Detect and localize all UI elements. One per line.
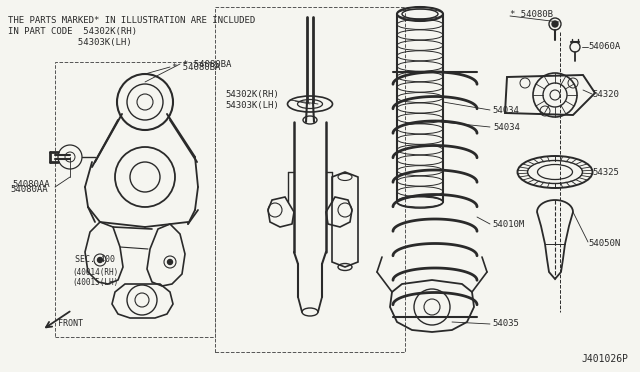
Text: 54080AA: 54080AA — [12, 180, 50, 189]
Text: 54010M: 54010M — [492, 219, 524, 228]
Text: 54034: 54034 — [493, 122, 520, 131]
Text: 54302K(RH): 54302K(RH) — [225, 90, 279, 99]
Text: 54080AA: 54080AA — [10, 185, 47, 193]
Text: 54303K(LH): 54303K(LH) — [8, 38, 132, 47]
Bar — [55, 62, 215, 337]
Text: * 54080BA: * 54080BA — [172, 62, 220, 71]
Circle shape — [552, 21, 558, 27]
Text: (40014(RH): (40014(RH) — [72, 267, 118, 276]
Text: * 54080BA: * 54080BA — [183, 60, 232, 68]
Text: 54035: 54035 — [492, 320, 519, 328]
Text: J401026P: J401026P — [581, 354, 628, 364]
Text: (40015(LH): (40015(LH) — [72, 278, 118, 286]
Bar — [215, 7, 405, 352]
Text: SEC. 400: SEC. 400 — [75, 256, 115, 264]
Text: 54320: 54320 — [592, 90, 619, 99]
Text: THE PARTS MARKED* IN ILLUSTRATION ARE INCLUDED: THE PARTS MARKED* IN ILLUSTRATION ARE IN… — [8, 16, 255, 25]
Circle shape — [168, 260, 173, 264]
Text: IN PART CODE  54302K(RH): IN PART CODE 54302K(RH) — [8, 27, 137, 36]
Text: 54060A: 54060A — [588, 42, 620, 51]
Text: 54050N: 54050N — [588, 240, 620, 248]
Circle shape — [97, 257, 102, 263]
Text: * 54080B: * 54080B — [510, 10, 553, 19]
Text: 54034: 54034 — [492, 106, 519, 115]
Text: 54303K(LH): 54303K(LH) — [225, 100, 279, 109]
Text: 54325: 54325 — [592, 167, 619, 176]
Text: FRONT: FRONT — [58, 320, 83, 328]
